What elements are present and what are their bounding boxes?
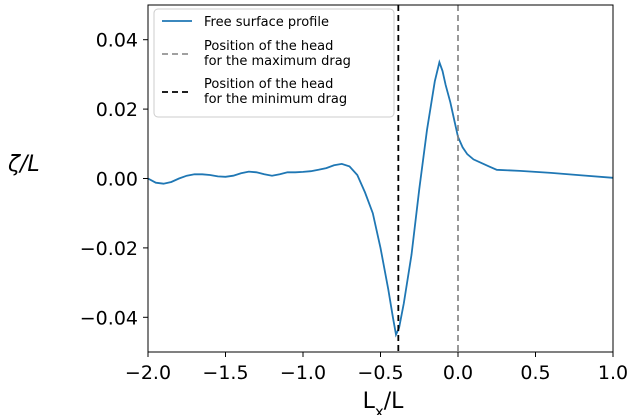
- x-tick-label: −0.5: [357, 362, 403, 384]
- y-tick-label: 0.00: [96, 169, 138, 191]
- y-tick-label: 0.02: [96, 99, 138, 121]
- x-tick-label: −2.0: [125, 362, 171, 384]
- legend: Free surface profile Position of the hea…: [153, 8, 395, 118]
- y-tick-label: −0.02: [80, 238, 138, 260]
- y-tick-label: 0.04: [96, 30, 138, 52]
- y-tick-label: −0.04: [80, 307, 138, 329]
- free-surface-profile-line: [147, 59, 614, 338]
- legend-label-profile: Free surface profile: [204, 15, 329, 30]
- legend-label-min-drag-2: for the minimum drag: [204, 92, 347, 107]
- x-axis: −2.0 −1.5 −1.0 −0.5 0.0 0.5 1.0: [125, 352, 628, 384]
- legend-label-max-drag-1: Position of the head: [204, 39, 333, 54]
- x-tick-label: −1.0: [280, 362, 326, 384]
- legend-label-max-drag-2: for the maximum drag: [204, 54, 351, 69]
- legend-box: [153, 8, 395, 118]
- legend-label-min-drag-1: Position of the head: [204, 77, 333, 92]
- x-axis-label: Lx/L: [363, 389, 405, 415]
- x-tick-label: 0.0: [443, 362, 473, 384]
- x-tick-label: 1.0: [598, 362, 628, 384]
- y-axis: −0.04 −0.02 0.00 0.02 0.04: [80, 30, 148, 329]
- y-axis-label: ζ/L: [7, 152, 40, 177]
- x-tick-label: −1.5: [202, 362, 248, 384]
- x-tick-label: 0.5: [520, 362, 550, 384]
